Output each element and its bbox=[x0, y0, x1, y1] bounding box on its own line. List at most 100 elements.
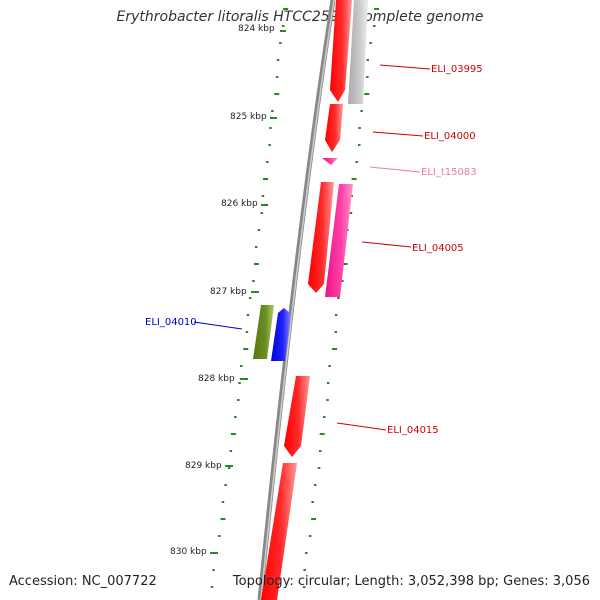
gc-outer-dot bbox=[302, 586, 306, 588]
gc-inner-dot bbox=[252, 280, 255, 282]
tick-829: 829 kbp bbox=[185, 461, 233, 471]
gene-label-eli-04005[interactable]: ELI_04005 bbox=[361, 241, 464, 254]
gene-label-eli-03995[interactable]: ELI_03995 bbox=[379, 64, 483, 75]
accession-text: Accession: NC_007722 bbox=[9, 574, 157, 589]
gc-inner-dot bbox=[245, 331, 249, 333]
gene-feature-eli-03995-grey[interactable] bbox=[348, 0, 368, 104]
gc-outer-dot bbox=[311, 518, 317, 520]
gene-feature-eli-04005-pink[interactable] bbox=[325, 184, 353, 297]
svg-text:ELI_t15083: ELI_t15083 bbox=[421, 167, 477, 178]
gc-outer-dot bbox=[342, 263, 348, 265]
gc-inner-dot bbox=[234, 416, 237, 418]
tick-824: 824 kbp bbox=[238, 24, 286, 34]
gc-inner-dot bbox=[246, 314, 250, 316]
gene-feature-eli-04015[interactable] bbox=[284, 376, 310, 457]
gc-inner-dot bbox=[238, 382, 241, 384]
tick-825: 825 kbp bbox=[230, 112, 277, 122]
gc-inner-dot bbox=[266, 161, 269, 163]
gene-label-eli-04000[interactable]: ELI_04000 bbox=[372, 131, 476, 142]
gc-inner-dot bbox=[229, 450, 233, 452]
gc-inner-dot bbox=[224, 484, 227, 486]
gc-outer-dot bbox=[328, 365, 331, 367]
gene-feature-eli-04000[interactable] bbox=[325, 104, 343, 152]
gc-inner-dot bbox=[274, 93, 280, 95]
gene-label-eli-04010[interactable]: ELI_04010 bbox=[145, 317, 243, 330]
svg-text:829 kbp: 829 kbp bbox=[185, 461, 222, 471]
genome-summary-text: Topology: circular; Length: 3,052,398 bp… bbox=[232, 574, 590, 589]
gc-inner-dot bbox=[243, 348, 249, 350]
gc-inner-dot bbox=[221, 501, 225, 503]
gc-inner-dot bbox=[210, 586, 214, 588]
gc-inner-dot bbox=[220, 518, 226, 520]
svg-text:827 kbp: 827 kbp bbox=[210, 287, 247, 297]
svg-text:825 kbp: 825 kbp bbox=[230, 112, 267, 122]
svg-text:ELI_04010: ELI_04010 bbox=[145, 317, 197, 328]
tick-830: 830 kbp bbox=[170, 547, 218, 557]
gc-outer-dot bbox=[305, 552, 308, 554]
gc-outer-dot bbox=[358, 127, 361, 129]
gene-label-eli-t15083[interactable]: ELI_t15083 bbox=[369, 166, 477, 178]
gc-inner-dot bbox=[275, 76, 279, 78]
gc-outer-dot bbox=[369, 42, 372, 44]
gc-outer-dot bbox=[303, 569, 306, 571]
gc-outer-dot bbox=[374, 8, 379, 10]
gc-outer-dot bbox=[350, 195, 353, 197]
gc-outer-dot bbox=[373, 25, 376, 27]
gc-outer-dot bbox=[317, 467, 321, 469]
svg-text:ELI_04000: ELI_04000 bbox=[424, 131, 476, 142]
gc-outer-dot bbox=[337, 297, 340, 299]
gc-outer-dot bbox=[319, 433, 325, 435]
svg-text:ELI_04015: ELI_04015 bbox=[387, 425, 439, 436]
tick-826: 826 kbp bbox=[221, 199, 268, 209]
gc-inner-dot bbox=[268, 144, 271, 146]
gc-inner-dot bbox=[282, 25, 285, 27]
gc-outer-dot bbox=[341, 280, 344, 282]
gc-outer-dot bbox=[349, 212, 353, 214]
gc-inner-dot bbox=[269, 127, 272, 129]
gc-outer-dot bbox=[314, 484, 317, 486]
gc-inner-dot bbox=[230, 433, 236, 435]
gc-inner-dot bbox=[254, 246, 258, 248]
svg-text:826 kbp: 826 kbp bbox=[221, 199, 258, 209]
svg-text:ELI_03995: ELI_03995 bbox=[431, 64, 483, 75]
gc-inner-dot bbox=[263, 178, 268, 180]
gene-feature-lower-red[interactable] bbox=[261, 463, 297, 600]
svg-text:828 kbp: 828 kbp bbox=[198, 374, 235, 384]
gc-outer-dot bbox=[319, 450, 322, 452]
gc-inner-dot bbox=[240, 365, 243, 367]
gene-feature-eli-t15083[interactable] bbox=[322, 158, 338, 165]
gc-outer-dot bbox=[332, 348, 338, 350]
gc-inner-dot bbox=[218, 535, 221, 537]
svg-text:824 kbp: 824 kbp bbox=[238, 24, 275, 34]
gc-inner-dot bbox=[253, 263, 259, 265]
gene-feature-eli-04010[interactable] bbox=[271, 308, 291, 361]
gc-outer-dot bbox=[308, 535, 312, 537]
gc-outer-dot bbox=[366, 76, 369, 78]
gc-outer-dot bbox=[358, 144, 361, 146]
svg-text:ELI_04005: ELI_04005 bbox=[412, 243, 464, 254]
gc-outer-dot bbox=[364, 93, 370, 95]
gene-feature-eli-03995-red[interactable] bbox=[330, 0, 352, 102]
gene-feature-eli-04005-red[interactable] bbox=[308, 182, 334, 293]
tick-828: 828 kbp bbox=[198, 374, 248, 384]
gc-outer-dot bbox=[351, 178, 357, 180]
gc-inner-dot bbox=[276, 59, 280, 61]
gc-inner-dot bbox=[237, 399, 240, 401]
tick-827: 827 kbp bbox=[210, 287, 259, 297]
genome-title: Erythrobacter litoralis HTCC2594, comple… bbox=[116, 9, 484, 25]
gc-inner-dot bbox=[260, 212, 264, 214]
gc-inner-dot bbox=[279, 42, 282, 44]
gc-inner-dot bbox=[271, 110, 274, 112]
gene-feature-eli-04010-olive[interactable] bbox=[253, 305, 274, 359]
genome-backbone-highlight bbox=[260, 0, 335, 600]
gc-outer-dot bbox=[326, 399, 329, 401]
gc-inner-dot bbox=[261, 195, 265, 197]
gc-outer-dot bbox=[323, 416, 326, 418]
gene-label-eli-04015[interactable]: ELI_04015 bbox=[336, 422, 439, 436]
gc-inner-dot bbox=[248, 297, 252, 299]
gc-outer-dot bbox=[326, 382, 330, 384]
gc-outer-dot bbox=[334, 314, 338, 316]
gc-outer-dot bbox=[366, 59, 369, 61]
gc-outer-dot bbox=[334, 331, 338, 333]
